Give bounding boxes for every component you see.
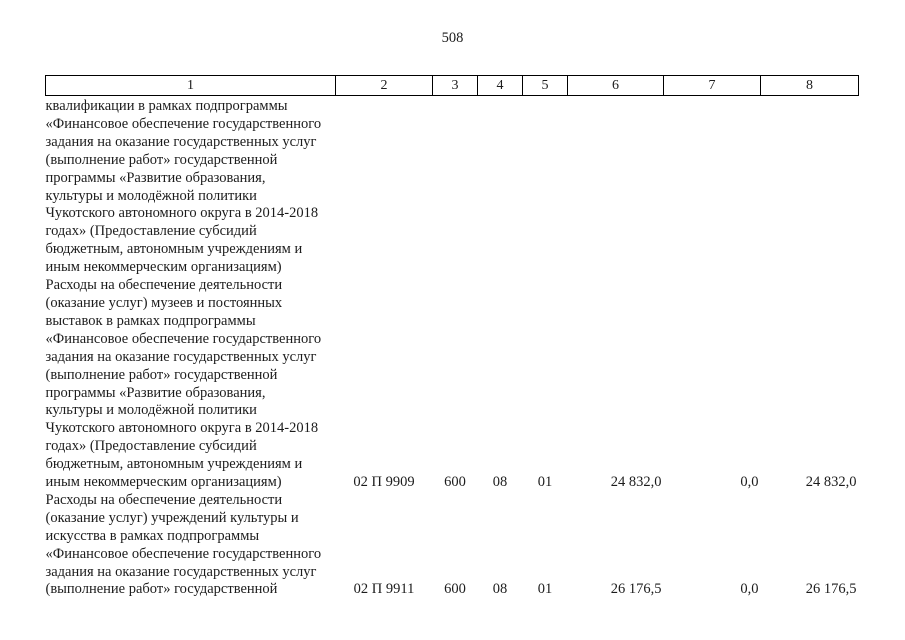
table-row: Расходы на обеспечение деятельности (ока… (46, 277, 859, 492)
header-cell-3: 3 (432, 75, 478, 96)
header-cell-6: 6 (567, 75, 664, 96)
target-article-cell: 02 П 9911 (353, 581, 415, 598)
header-cell-1: 1 (45, 75, 336, 96)
section-cell (478, 96, 523, 278)
table-row: Расходы на обеспечение деятельности (ока… (46, 492, 859, 599)
header-cell-2: 2 (335, 75, 433, 96)
amount-cell: 24 832,0 (610, 474, 662, 491)
target-article-cell: 02 П 9909 (353, 474, 415, 491)
header-cell-5: 5 (522, 75, 568, 96)
description-cell: Расходы на обеспечение деятельности (ока… (45, 277, 322, 491)
amount-cell: 0,0 (740, 474, 759, 491)
amount-cell: 0,0 (740, 581, 759, 598)
expense-type-cell (433, 96, 478, 278)
section-cell: 08 (492, 581, 508, 598)
target-article-cell (336, 96, 433, 278)
amount-cell (664, 96, 761, 278)
amount-cell (761, 96, 859, 278)
header-cell-4: 4 (477, 75, 523, 96)
amount-cell: 26 176,5 (805, 581, 857, 598)
table-header-row: 1 2 3 4 5 6 7 8 (45, 75, 859, 96)
amount-cell (568, 96, 664, 278)
subsection-cell: 01 (537, 474, 553, 491)
header-cell-7: 7 (663, 75, 761, 96)
table-row: квалификации в рамках подпрограммы «Фина… (46, 96, 859, 278)
expense-type-cell: 600 (444, 581, 466, 598)
header-cell-8: 8 (760, 75, 859, 96)
section-cell: 08 (492, 474, 508, 491)
subsection-cell: 01 (537, 581, 553, 598)
description-cell: Расходы на обеспечение деятельности (ока… (45, 491, 322, 598)
subsection-cell (523, 96, 568, 278)
amount-cell: 26 176,5 (610, 581, 662, 598)
page-number: 508 (441, 30, 464, 46)
expense-type-cell: 600 (444, 474, 466, 491)
budget-table: 1 2 3 4 5 6 7 8 квалификации в рамках по… (45, 75, 859, 599)
amount-cell: 24 832,0 (805, 474, 857, 491)
description-cell: квалификации в рамках подпрограммы «Фина… (45, 98, 322, 276)
